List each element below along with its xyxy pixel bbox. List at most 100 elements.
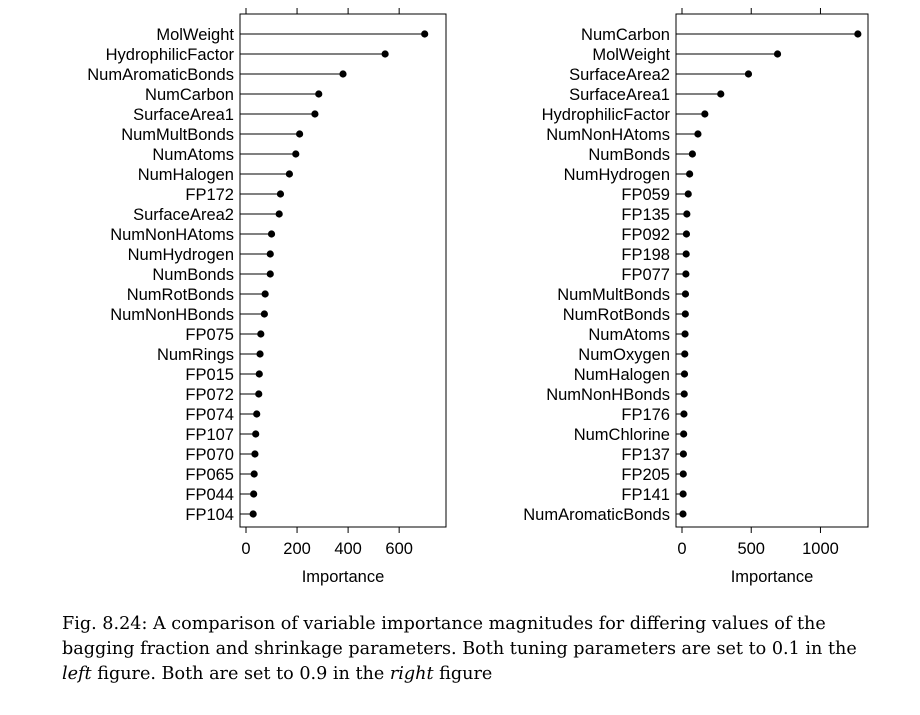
- importance-dot: [381, 50, 389, 58]
- variable-label: FP044: [185, 486, 234, 504]
- importance-dot: [681, 290, 690, 298]
- importance-dot: [680, 370, 689, 378]
- importance-dot: [275, 210, 283, 218]
- charts-figure: MolWeight HydrophilicFactor NumAromaticBon…: [87, 8, 869, 586]
- importance-dot: [267, 230, 276, 238]
- importance-dot: [680, 410, 688, 418]
- variable-label: NumChlorine: [574, 426, 670, 444]
- variable-label: FP015: [185, 366, 234, 384]
- variable-label: NumMultBonds: [121, 126, 234, 144]
- importance-dot: [680, 390, 688, 398]
- variable-label: NumCarbon: [145, 86, 234, 104]
- x-tick-label: 1000: [802, 540, 839, 558]
- left-panel: MolWeight HydrophilicFactor NumAromaticBon…: [87, 8, 447, 586]
- variable-label: NumCarbon: [581, 26, 670, 44]
- importance-dot: [686, 170, 694, 178]
- importance-dot: [701, 110, 709, 118]
- caption-emphasis-right: right: [389, 664, 434, 684]
- x-tick-label: 0: [677, 540, 686, 558]
- caption-text-1: Fig. 8.24: A comparison of variable impo…: [62, 614, 857, 659]
- variable-label: NumOxygen: [578, 346, 670, 364]
- importance-dot: [251, 450, 259, 458]
- importance-dot: [688, 150, 696, 158]
- importance-dot: [679, 470, 687, 478]
- importance-dot: [285, 170, 293, 178]
- variable-label: MolWeight: [156, 26, 234, 44]
- variable-label: FP198: [621, 246, 670, 264]
- variable-label: NumNonHAtoms: [546, 126, 670, 144]
- variable-label: NumBonds: [152, 266, 234, 284]
- x-tick-label: 200: [283, 540, 311, 558]
- importance-dot: [252, 430, 260, 438]
- variable-label: SurfaceArea1: [569, 86, 670, 104]
- variable-label: FP092: [621, 226, 670, 244]
- importance-dot: [679, 510, 687, 518]
- importance-dot: [679, 490, 687, 498]
- variable-label: NumNonHAtoms: [110, 226, 234, 244]
- variable-label: NumHalogen: [574, 366, 670, 384]
- x-tick-label: 400: [334, 540, 362, 558]
- importance-dot: [255, 390, 263, 398]
- variable-label: HydrophilicFactor: [542, 106, 671, 124]
- variable-label: MolWeight: [592, 46, 670, 64]
- variable-label: NumNonHBonds: [110, 306, 234, 324]
- importance-dot: [311, 110, 319, 118]
- variable-label: NumAromaticBonds: [87, 66, 234, 84]
- variable-label: FP075: [185, 326, 234, 344]
- importance-dot: [253, 410, 261, 418]
- importance-dot: [683, 210, 691, 218]
- variable-label: NumBonds: [588, 146, 670, 164]
- importance-dot: [681, 350, 689, 358]
- variable-label: NumHalogen: [138, 166, 234, 184]
- variable-label: FP070: [185, 446, 234, 464]
- caption-text-3: figure: [433, 664, 493, 684]
- variable-label: NumAtoms: [152, 146, 234, 164]
- importance-dot: [256, 350, 264, 358]
- variable-label: FP135: [621, 206, 670, 224]
- importance-dot: [682, 270, 690, 278]
- importance-dot: [680, 430, 688, 438]
- caption-text-2: figure. Both are set to 0.9 in the: [91, 664, 390, 684]
- importance-dot: [694, 130, 702, 138]
- x-tick-label: 0: [241, 540, 250, 558]
- importance-dot: [773, 50, 782, 58]
- variable-label: FP074: [185, 406, 234, 424]
- variable-label: FP059: [621, 186, 670, 204]
- variable-label: FP065: [185, 466, 234, 484]
- importance-dot: [681, 310, 689, 318]
- variable-label: NumNonHBonds: [546, 386, 670, 404]
- importance-dot: [854, 30, 862, 38]
- variable-label: FP072: [185, 386, 234, 404]
- variable-label: NumRings: [157, 346, 234, 364]
- importance-dot: [682, 250, 690, 258]
- right-panel: NumCarbon MolWeight SurfaceArea2 SurfaceAre…: [523, 8, 869, 586]
- variable-label: SurfaceArea2: [133, 206, 234, 224]
- importance-dot: [266, 270, 274, 278]
- importance-dot: [717, 90, 725, 98]
- importance-dot: [257, 330, 265, 338]
- variable-label: FP205: [621, 466, 670, 484]
- plot-frame: [239, 13, 447, 528]
- plot-frame: [675, 13, 869, 528]
- importance-dot: [261, 290, 269, 298]
- importance-dot: [255, 370, 263, 378]
- figure-caption: Fig. 8.24: A comparison of variable impo…: [62, 612, 882, 687]
- variable-label: FP172: [185, 186, 234, 204]
- variable-label: HydrophilicFactor: [106, 46, 235, 64]
- importance-dot: [260, 310, 268, 318]
- importance-dot: [250, 490, 258, 498]
- variable-label: FP104: [185, 506, 234, 524]
- importance-dot: [296, 130, 304, 138]
- importance-dot: [684, 190, 692, 198]
- x-axis-title: Importance: [731, 568, 814, 586]
- variable-label: NumRotBonds: [563, 306, 670, 324]
- importance-dot: [292, 150, 300, 158]
- importance-dot: [679, 450, 687, 458]
- variable-label: NumHydrogen: [128, 246, 234, 264]
- caption-emphasis-left: left: [62, 664, 92, 684]
- variable-label: FP137: [621, 446, 670, 464]
- importance-dot: [315, 90, 323, 98]
- variable-label: NumRotBonds: [127, 286, 234, 304]
- importance-dot: [250, 470, 258, 478]
- x-axis-title: Importance: [302, 568, 385, 586]
